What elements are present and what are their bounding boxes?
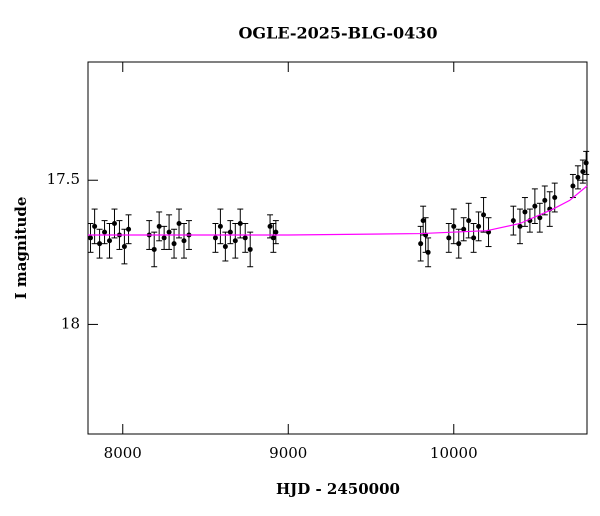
data-point xyxy=(217,223,223,229)
data-point xyxy=(247,246,253,252)
data-point xyxy=(166,229,172,235)
model-curve xyxy=(88,185,588,236)
data-point xyxy=(542,197,548,203)
data-point xyxy=(273,229,279,235)
data-point xyxy=(456,241,462,247)
x-tick-label: 9000 xyxy=(269,444,307,462)
data-point xyxy=(107,238,113,244)
data-point xyxy=(176,220,182,226)
data-point xyxy=(212,235,218,241)
data-point xyxy=(161,235,167,241)
data-point xyxy=(532,203,538,209)
data-point xyxy=(111,220,117,226)
data-point xyxy=(418,241,424,247)
data-point xyxy=(537,215,543,221)
data-point xyxy=(466,218,472,224)
data-point xyxy=(583,160,589,166)
data-point xyxy=(517,223,523,229)
data-point xyxy=(227,229,233,235)
data-point xyxy=(87,235,93,241)
data-point xyxy=(481,212,487,218)
data-point xyxy=(92,223,98,229)
chart-title: OGLE-2025-BLG-0430 xyxy=(238,24,437,43)
data-point xyxy=(425,249,431,255)
y-axis-label: I magnitude xyxy=(12,197,30,300)
data-point xyxy=(181,238,187,244)
data-point xyxy=(552,195,558,201)
data-point xyxy=(580,169,586,175)
data-point xyxy=(242,235,248,241)
data-point xyxy=(420,218,426,224)
data-point xyxy=(510,218,516,224)
y-tick-label: 18 xyxy=(61,314,80,332)
data-point xyxy=(97,241,103,247)
data-point xyxy=(451,223,457,229)
data-point xyxy=(156,223,162,229)
data-point xyxy=(270,235,276,241)
data-point xyxy=(102,229,108,235)
x-tick-label: 10000 xyxy=(430,444,478,462)
data-point xyxy=(522,209,528,215)
data-point xyxy=(446,235,452,241)
data-point xyxy=(232,238,238,244)
data-point xyxy=(575,174,581,180)
plot-frame xyxy=(87,61,588,435)
data-point xyxy=(570,183,576,189)
x-axis-label: HJD - 2450000 xyxy=(276,480,400,498)
data-point xyxy=(267,223,273,229)
data-point xyxy=(121,244,127,250)
x-tick-label: 8000 xyxy=(104,444,142,462)
data-point xyxy=(171,241,177,247)
data-point xyxy=(471,235,477,241)
data-point xyxy=(151,246,157,252)
data-point xyxy=(222,244,228,250)
data-point xyxy=(476,223,482,229)
y-tick-label: 17.5 xyxy=(47,170,80,188)
data-point xyxy=(126,226,132,232)
data-point xyxy=(237,220,243,226)
data-point xyxy=(461,226,467,232)
